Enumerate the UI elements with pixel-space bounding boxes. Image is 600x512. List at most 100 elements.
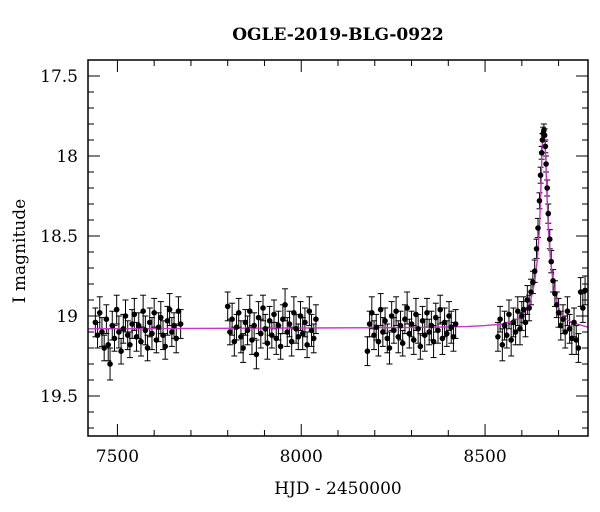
data-point [160, 332, 166, 339]
data-point [238, 334, 244, 340]
data-point [552, 290, 558, 297]
data-point [550, 278, 556, 284]
data-point [419, 318, 426, 324]
data-point [430, 338, 437, 345]
model-layer [87, 129, 589, 330]
data-point [546, 236, 553, 242]
data-point [253, 351, 260, 358]
data-point [149, 330, 155, 337]
data-point [544, 185, 550, 191]
data-point [229, 316, 235, 323]
data-point [277, 343, 284, 350]
data-point [369, 310, 375, 316]
plot-frame [87, 59, 589, 437]
data-point [560, 316, 566, 323]
data-point [255, 314, 262, 321]
data-point [99, 329, 105, 335]
data-point [246, 308, 253, 315]
data-point [131, 311, 138, 318]
y-tick-label: 18 [56, 147, 78, 167]
data-point [308, 327, 315, 334]
data-point [517, 326, 523, 332]
data-point [299, 330, 306, 337]
data-point [417, 343, 424, 350]
data-point [553, 302, 560, 308]
data-point [543, 161, 549, 167]
axis-ticks: 7500 8000 8500 17.5 18 18.5 19 19.5 [40, 59, 588, 467]
data-point [548, 258, 555, 265]
data-point [386, 345, 393, 351]
data-point [173, 335, 180, 342]
data-point [293, 326, 299, 332]
data-point [103, 316, 110, 323]
data-point [536, 198, 543, 204]
data-point [541, 127, 547, 134]
data-point [415, 326, 421, 332]
y-tick-label: 17.5 [40, 67, 78, 87]
data-point [413, 311, 419, 318]
x-axis-label: HJD - 2450000 [274, 479, 402, 499]
data-point [391, 327, 397, 334]
y-tick-label: 18.5 [40, 227, 78, 247]
data-point [313, 316, 319, 323]
data-point [133, 334, 140, 340]
data-point [257, 330, 264, 337]
data-point [295, 334, 302, 340]
data-point [177, 321, 184, 327]
data-point [122, 313, 129, 319]
data-point [297, 313, 304, 319]
data-point [244, 327, 251, 334]
data-point [113, 306, 120, 313]
data-point [495, 334, 501, 340]
error-bars [92, 123, 589, 381]
data-point [96, 310, 103, 316]
data-point [302, 319, 308, 326]
data-point [410, 337, 417, 343]
data-point [169, 329, 175, 335]
data-point [92, 319, 99, 326]
data-point [280, 316, 286, 323]
data-point [506, 311, 512, 318]
data-point [260, 305, 266, 311]
data-point [503, 332, 510, 339]
data-point [566, 326, 573, 332]
x-tick-label: 8000 [280, 447, 323, 467]
data-point [262, 326, 269, 332]
data-point [129, 321, 135, 327]
data-point [424, 310, 430, 316]
data-point [116, 329, 122, 335]
data-point [571, 319, 577, 326]
data-point [273, 335, 280, 342]
data-point [537, 172, 544, 178]
data-point [371, 332, 377, 339]
data-point [575, 345, 582, 351]
data-point [166, 306, 173, 313]
data-point [533, 246, 540, 252]
data-point [406, 330, 413, 337]
data-point [450, 334, 457, 340]
data-point [580, 305, 586, 311]
data-point [428, 322, 435, 329]
data-point [151, 310, 157, 316]
data-point [538, 150, 545, 156]
data-point [275, 322, 282, 329]
data-point [101, 345, 107, 351]
data-point [545, 210, 552, 217]
data-point [310, 335, 317, 342]
data-point [146, 319, 153, 326]
data-point [94, 332, 101, 339]
data-point [288, 338, 295, 345]
data-point [231, 338, 238, 345]
data-point [144, 345, 151, 351]
data-point [175, 308, 182, 315]
data-point [439, 335, 446, 342]
data-point [306, 308, 313, 315]
data-point [224, 303, 231, 310]
data-point [421, 332, 428, 339]
data-point [111, 335, 118, 342]
data-point [562, 329, 569, 335]
data-point [366, 321, 373, 327]
y-axis-label: I magnitude [10, 199, 30, 303]
data-point [393, 308, 399, 315]
data-point [377, 306, 384, 313]
